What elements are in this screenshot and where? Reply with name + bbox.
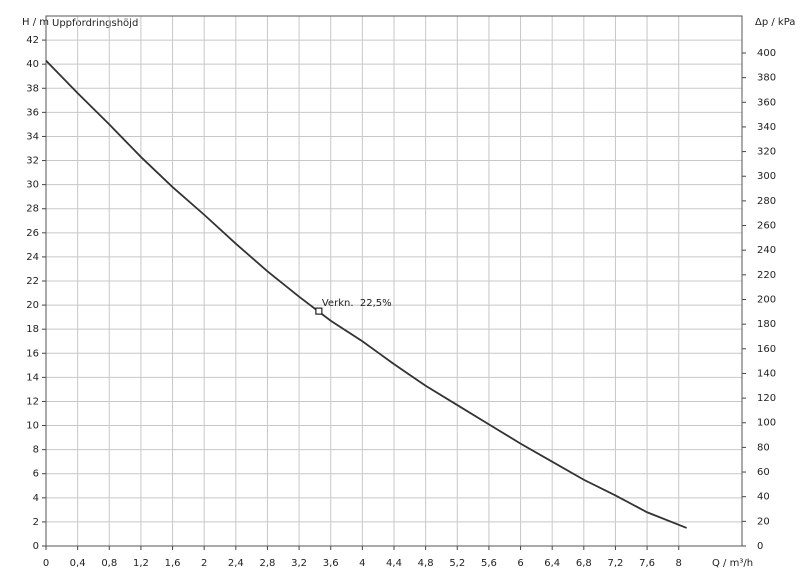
y-tick-label: 8	[33, 445, 39, 456]
operating-point	[315, 307, 323, 315]
y-tick-label: 38	[26, 83, 39, 94]
x-tick-label: 0,8	[101, 558, 117, 569]
y-tick-label: 20	[26, 300, 39, 311]
y2-tick-label: 60	[757, 467, 770, 478]
y-tick-label: 10	[26, 421, 39, 432]
x-tick-label: 8	[676, 558, 682, 569]
x-tick-label: 6,4	[544, 558, 560, 569]
y-tick-label: 30	[26, 180, 39, 191]
y-tick-label: 4	[33, 493, 39, 504]
x-tick-label: 4,8	[418, 558, 434, 569]
x-tick-label: 2,8	[260, 558, 276, 569]
y-tick-label: 18	[26, 324, 39, 335]
y2-tick-label: 300	[757, 171, 776, 182]
y2-tick-label: 100	[757, 418, 776, 429]
y2-tick-label: 280	[757, 196, 776, 207]
y2-tick-label: 340	[757, 122, 776, 133]
y-tick-label: 32	[26, 156, 39, 167]
x-tick-label: 0	[43, 558, 49, 569]
x-tick-label: 6	[517, 558, 523, 569]
y-tick-label: 14	[26, 372, 39, 383]
curve	[45, 59, 687, 529]
x-tick-label: 4,4	[386, 558, 402, 569]
y2-tick-label: 20	[757, 516, 770, 527]
y-tick-label: 40	[26, 59, 39, 70]
y2-tick-label: 200	[757, 294, 776, 305]
x-tick-label: 7,2	[608, 558, 624, 569]
x-tick-label: 3,2	[291, 558, 307, 569]
x-tick-label: 6,8	[576, 558, 592, 569]
x-tick-label: 7,6	[639, 558, 655, 569]
y2-tick-label: 240	[757, 245, 776, 256]
x-tick-label: 2,4	[228, 558, 244, 569]
y-tick-label: 6	[33, 469, 39, 480]
annotation: Verkn. 22,5%	[322, 298, 392, 309]
y-tick-label: 28	[26, 204, 39, 215]
x-tick-label: 0,4	[70, 558, 86, 569]
y2-tick-label: 0	[757, 541, 763, 552]
y2-tick-label: 120	[757, 393, 776, 404]
y2-tick-label: 160	[757, 344, 776, 355]
y-tick-label: 22	[26, 276, 39, 287]
y-tick-label: 26	[26, 228, 39, 239]
y2-tick-label: 320	[757, 147, 776, 158]
x-tick-label: 4	[359, 558, 365, 569]
y-tick-label: 2	[33, 517, 39, 528]
y-tick-label: 24	[26, 252, 39, 263]
y2-tick-label: 400	[757, 48, 776, 59]
y2-tick-label: 180	[757, 319, 776, 330]
y2-tick-label: 260	[757, 221, 776, 232]
y2-tick-label: 360	[757, 97, 776, 108]
plot-frame	[45, 15, 743, 547]
x-tick-label: 1,6	[165, 558, 181, 569]
y-tick-label: 0	[33, 541, 39, 552]
y-tick-label: 42	[26, 35, 39, 46]
y-tick-label: 16	[26, 348, 39, 359]
chart-title: Uppfordringshöjd	[52, 18, 138, 29]
y2-tick-label: 380	[757, 73, 776, 84]
y-tick-label: 36	[26, 107, 39, 118]
x-axis-label: Q / m³/h	[712, 558, 753, 569]
y2-tick-label: 140	[757, 368, 776, 379]
y2-tick-label: 80	[757, 442, 770, 453]
y-tick-label: 34	[26, 131, 39, 142]
y2-tick-label: 40	[757, 492, 770, 503]
y-axis-label: H / m	[22, 17, 49, 28]
x-tick-label: 3,6	[323, 558, 339, 569]
x-tick-label: 2	[201, 558, 207, 569]
x-tick-label: 5,2	[449, 558, 465, 569]
y2-axis-label: Δp / kPa	[755, 17, 795, 28]
x-tick-label: 5,6	[481, 558, 497, 569]
y-tick-label: 12	[26, 396, 39, 407]
x-tick-label: 1,2	[133, 558, 149, 569]
y2-tick-label: 220	[757, 270, 776, 281]
